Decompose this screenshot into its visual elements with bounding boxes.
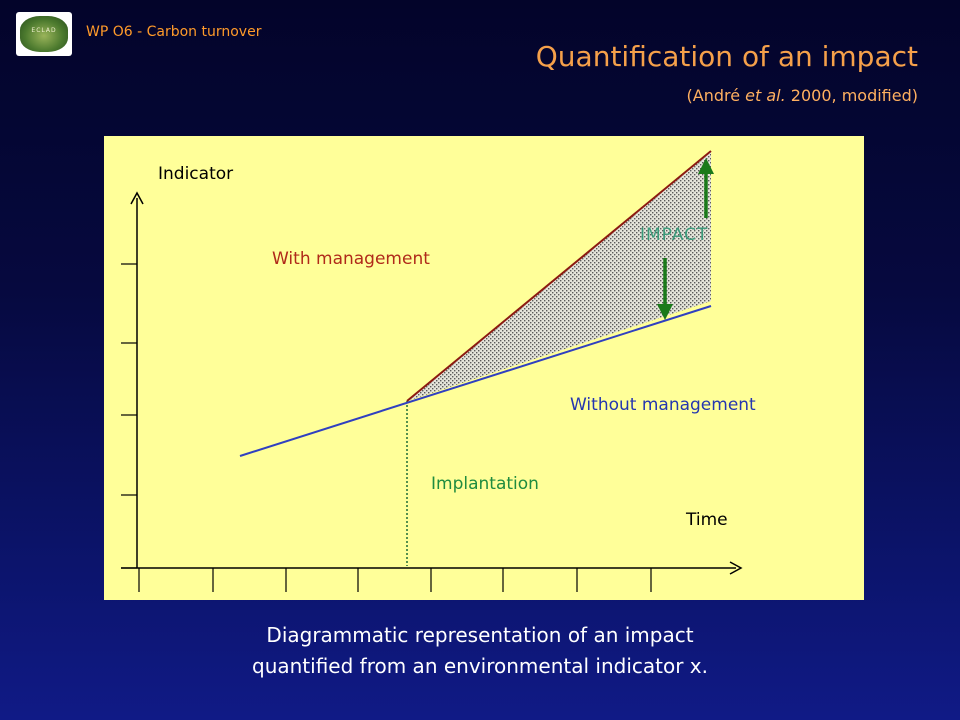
without-management-label: Without management (570, 395, 756, 415)
impact-arrow-up (698, 158, 714, 218)
y-axis-arrowhead (130, 191, 144, 205)
subtitle-prefix: (André (686, 86, 746, 105)
logo-emblem (20, 16, 68, 52)
diagram-panel: Indicator With management IMPACT Without… (104, 136, 864, 600)
logo-text: ECLAD (31, 27, 57, 34)
impact-arrow-down (657, 258, 673, 320)
diagram-caption: Diagrammatic representation of an impact… (0, 620, 960, 682)
x-axis-ticks (138, 568, 652, 592)
impact-label: IMPACT (640, 225, 709, 245)
y-axis-ticks (121, 263, 137, 569)
subtitle-suffix: 2000, modified) (785, 86, 918, 105)
with-management-line (406, 150, 712, 402)
caption-line-1: Diagrammatic representation of an impact (266, 623, 694, 647)
implantation-label: Implantation (431, 474, 539, 494)
slide-subtitle: (André et al. 2000, modified) (687, 86, 918, 105)
x-axis-arrowhead (729, 561, 743, 575)
y-axis-label: Indicator (158, 164, 234, 184)
without-management-line (239, 305, 712, 457)
with-management-label: With management (272, 249, 430, 269)
slide-title: Quantification of an impact (535, 40, 918, 73)
logo: ECLAD (16, 12, 72, 56)
caption-line-2: quantified from an environmental indicat… (252, 654, 708, 678)
x-axis-label: Time (686, 510, 728, 530)
diagram-svg (121, 150, 743, 592)
subtitle-italic: et al. (745, 86, 786, 105)
section-label: WP O6 - Carbon turnover (86, 24, 262, 40)
